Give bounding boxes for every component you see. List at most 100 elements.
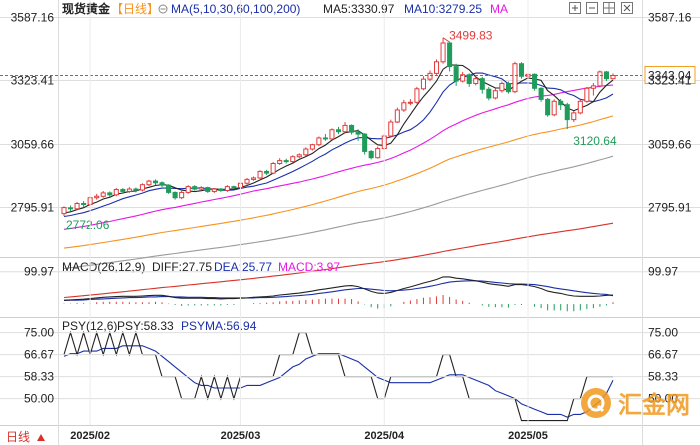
date-tick-label: 2025/05 [508,430,548,442]
candle-body [244,178,250,184]
candle-body [172,191,178,199]
macd-plot [63,276,614,312]
candle-body [375,148,381,159]
candle-body [545,98,551,116]
zoom-in-icon[interactable] [569,2,581,14]
candle-body [434,61,440,74]
moving-average-lines [63,64,614,299]
price-tick-left: 3323.41 [11,74,55,88]
footer-period[interactable]: 日线 [6,430,30,444]
candle-body [355,131,361,135]
candle-body [564,104,570,121]
candle-body [551,100,557,116]
ma30-line [63,84,614,230]
candle-body [492,90,498,99]
period-selector[interactable]: 【日线】 [111,2,159,16]
chart-header: 现货黄金 【日线】 MA(5,10,30,60,100,200) MA5:333… [62,1,508,16]
candle-body [303,148,309,156]
candle-body [264,170,270,174]
zoom-out-icon[interactable] [586,2,598,14]
candle-body [571,112,577,121]
price-tick-right: 2795.91 [648,201,692,215]
ma60-line [63,115,614,249]
candle-body [270,162,276,174]
candle-body [283,160,289,163]
ma200-line [63,222,614,299]
candle-body [532,73,538,89]
candle-body [414,88,420,103]
candle-body [322,137,328,140]
candle-body [558,100,564,106]
candle-body [94,195,100,199]
candle-body [401,102,407,111]
candle-body [179,191,185,199]
current-price-line: 3343.04 [0,66,696,85]
candle-body [486,88,492,99]
candle-body [479,78,485,90]
candle-body [460,74,466,82]
ma10-label: MA10:3279.25 [404,2,482,16]
close-icon[interactable] [621,2,633,14]
date-tick-label: 2025/03 [221,430,261,442]
layout-icon[interactable] [603,2,615,14]
candle-body [584,87,590,102]
candle-body [224,186,230,191]
candle-body [68,207,74,210]
candle-body [368,150,374,159]
candle-body [185,186,191,193]
candle-body [107,192,113,196]
candle-body [512,63,518,93]
ma5-line [63,64,614,214]
psy-tick-left: 66.67 [24,348,54,362]
low-annotation: 3120.64 [573,134,617,148]
triangle-icon[interactable] [37,434,45,441]
candle-body [81,202,87,205]
circle-minus-icon[interactable] [158,4,168,14]
candle-body [362,133,368,152]
candle-body [420,78,426,90]
date-axis: 2025/02 2025/03 2025/04 2025/05 [70,0,548,442]
candle-body [427,72,433,80]
price-tick-right: 3059.66 [648,138,692,152]
date-tick-label: 2025/02 [70,430,110,442]
ma5-label: MA5:3330.97 [323,2,395,16]
psy-tick-right: 75.00 [648,326,678,340]
candle-body [159,182,165,186]
candle-body [218,188,224,191]
candle-body [257,170,263,179]
psy-axis: 75.00 75.00 66.67 66.67 58.33 58.33 50.00 50.00 [0,326,700,406]
candle-body [152,180,159,184]
psy-tick-left: 75.00 [24,326,54,340]
watermark-text: 汇金网 [618,391,690,419]
instrument-title: 现货黄金 [62,1,111,16]
psy-tick-right: 66.67 [648,348,678,362]
macd-tick-left: 99.97 [24,265,54,279]
main-gridlines [0,17,700,208]
candle-body [597,71,603,87]
price-tick-left: 2795.91 [11,201,55,215]
candle-body [407,101,413,104]
macd-tick-right: 99.97 [648,265,678,279]
candle-body [296,154,302,158]
candle-body [329,129,335,140]
candle-body [499,82,505,92]
high-annotation: 3499.83 [449,29,493,43]
candle-body [577,100,583,114]
candle-body [447,42,453,68]
psy-tick-right: 58.33 [648,370,678,384]
candle-body [590,85,596,89]
candle-body [277,160,283,164]
ma-more-label: MA [490,2,508,16]
price-tick-left: 3059.66 [11,138,55,152]
ma10-line [63,72,614,218]
macd-legend: MACD(26,12,9) DIFF:27.75 DEA:25.77 MACD:… [62,260,340,274]
candle-body [192,186,198,190]
macd-axis: 99.97 99.97 [0,265,700,279]
candle-body [113,189,119,196]
price-axis: 3587.16 3587.16 3323.41 3323.41 3059.66 3059.… [11,11,692,215]
candle-body [518,63,525,77]
price-annotations: 3499.83 3120.64 2772.06 [66,29,617,232]
candle-body [231,186,237,189]
candle-body [538,87,544,100]
